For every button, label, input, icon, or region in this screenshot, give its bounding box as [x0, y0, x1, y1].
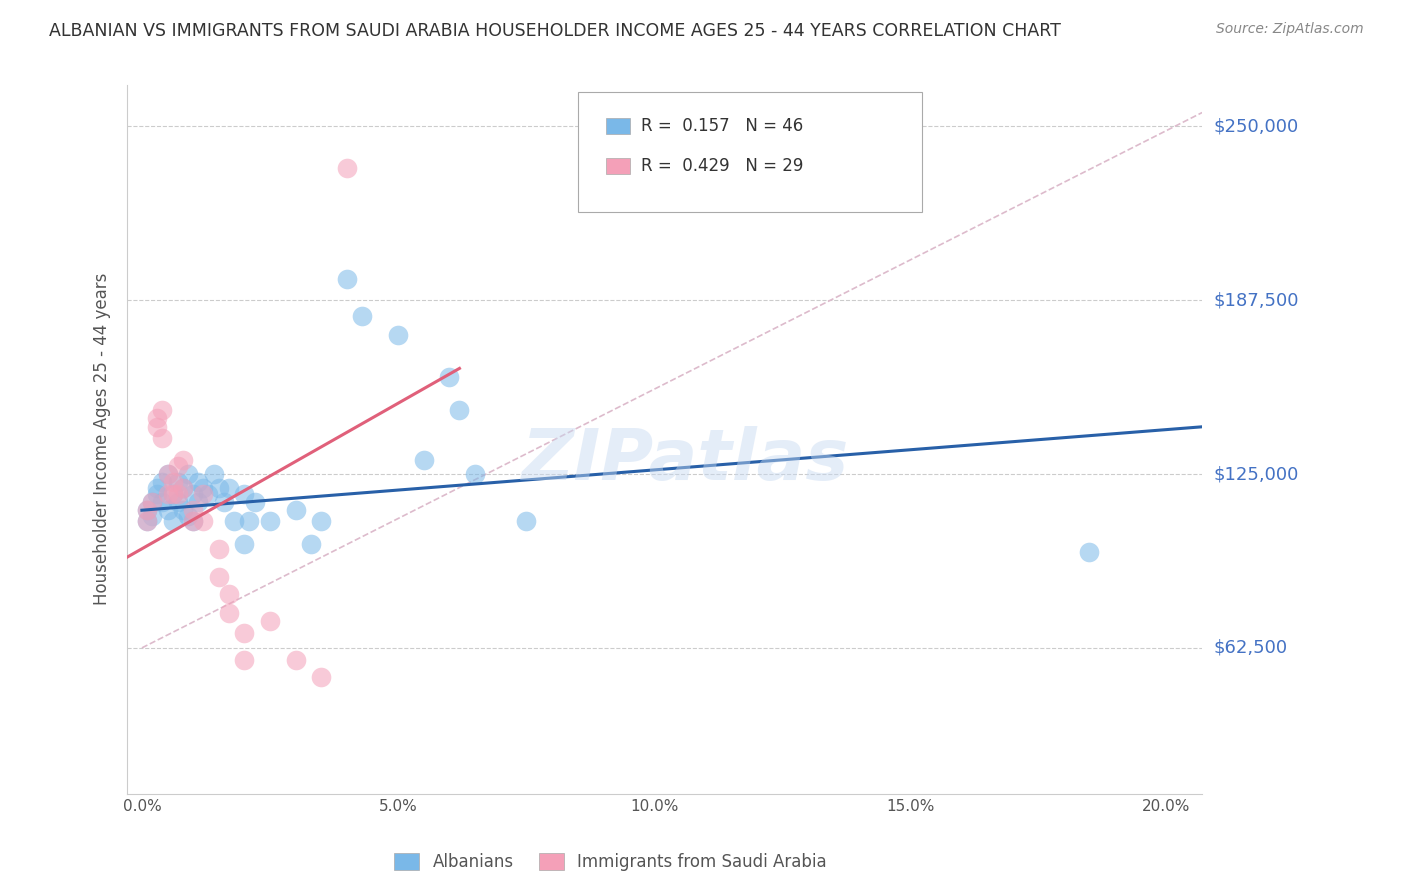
Point: [336, 272, 359, 286]
Point: [187, 495, 209, 509]
Point: [309, 514, 332, 528]
Point: [162, 514, 184, 528]
Point: [238, 514, 260, 528]
Point: [172, 481, 194, 495]
Point: [136, 503, 159, 517]
Text: Source: ZipAtlas.com: Source: ZipAtlas.com: [1216, 22, 1364, 37]
Point: [187, 475, 209, 490]
Text: ZIPatlas: ZIPatlas: [522, 426, 849, 495]
Y-axis label: Householder Income Ages 25 - 44 years: Householder Income Ages 25 - 44 years: [93, 273, 111, 606]
Point: [177, 508, 200, 523]
Point: [437, 369, 460, 384]
Point: [162, 475, 184, 490]
Point: [162, 486, 184, 500]
Point: [259, 615, 281, 629]
Point: [146, 481, 169, 495]
Point: [181, 514, 204, 528]
Point: [146, 419, 169, 434]
Point: [233, 653, 256, 667]
Point: [243, 495, 266, 509]
Point: [412, 453, 434, 467]
Point: [193, 486, 215, 500]
Point: [141, 495, 163, 509]
Point: [193, 481, 215, 495]
Point: [284, 503, 307, 517]
Point: [156, 486, 179, 500]
Point: [152, 495, 174, 509]
Point: [212, 495, 235, 509]
Point: [464, 467, 486, 481]
Point: [166, 475, 188, 490]
Point: [136, 503, 159, 517]
Point: [233, 486, 256, 500]
Point: [166, 458, 188, 473]
Point: [152, 431, 174, 445]
Point: [208, 570, 231, 584]
Point: [156, 467, 179, 481]
Point: [177, 467, 200, 481]
Text: ALBANIAN VS IMMIGRANTS FROM SAUDI ARABIA HOUSEHOLDER INCOME AGES 25 - 44 YEARS C: ALBANIAN VS IMMIGRANTS FROM SAUDI ARABIA…: [49, 22, 1062, 40]
Text: $62,500: $62,500: [1213, 639, 1288, 657]
Point: [146, 486, 169, 500]
Legend: Albanians, Immigrants from Saudi Arabia: Albanians, Immigrants from Saudi Arabia: [388, 847, 834, 878]
Point: [336, 161, 359, 176]
Point: [166, 486, 188, 500]
Bar: [606, 118, 630, 134]
Point: [141, 495, 163, 509]
Point: [352, 309, 374, 323]
Text: $250,000: $250,000: [1213, 118, 1299, 136]
Bar: [606, 159, 630, 174]
Point: [218, 606, 240, 620]
FancyBboxPatch shape: [578, 92, 922, 212]
Point: [299, 536, 322, 550]
Point: [172, 453, 194, 467]
Point: [218, 481, 240, 495]
Point: [172, 503, 194, 517]
Point: [181, 514, 204, 528]
Point: [208, 481, 231, 495]
Point: [136, 514, 159, 528]
Point: [141, 508, 163, 523]
Point: [172, 481, 194, 495]
Point: [1078, 545, 1101, 559]
Text: $125,000: $125,000: [1213, 465, 1299, 483]
Point: [387, 328, 409, 343]
Point: [218, 587, 240, 601]
Point: [136, 514, 159, 528]
Text: R =  0.157   N = 46: R = 0.157 N = 46: [641, 117, 803, 135]
Point: [193, 514, 215, 528]
Point: [208, 542, 231, 557]
Point: [202, 467, 225, 481]
Point: [284, 653, 307, 667]
Point: [162, 486, 184, 500]
Point: [233, 625, 256, 640]
Point: [515, 514, 537, 528]
Point: [152, 475, 174, 490]
Point: [181, 503, 204, 517]
Point: [156, 503, 179, 517]
Point: [222, 514, 246, 528]
Point: [197, 486, 219, 500]
Text: $187,500: $187,500: [1213, 292, 1299, 310]
Point: [152, 403, 174, 417]
Point: [146, 411, 169, 425]
Text: R =  0.429   N = 29: R = 0.429 N = 29: [641, 157, 803, 176]
Point: [449, 403, 471, 417]
Point: [309, 670, 332, 684]
Point: [181, 486, 204, 500]
Point: [156, 467, 179, 481]
Point: [233, 536, 256, 550]
Point: [166, 495, 188, 509]
Point: [259, 514, 281, 528]
